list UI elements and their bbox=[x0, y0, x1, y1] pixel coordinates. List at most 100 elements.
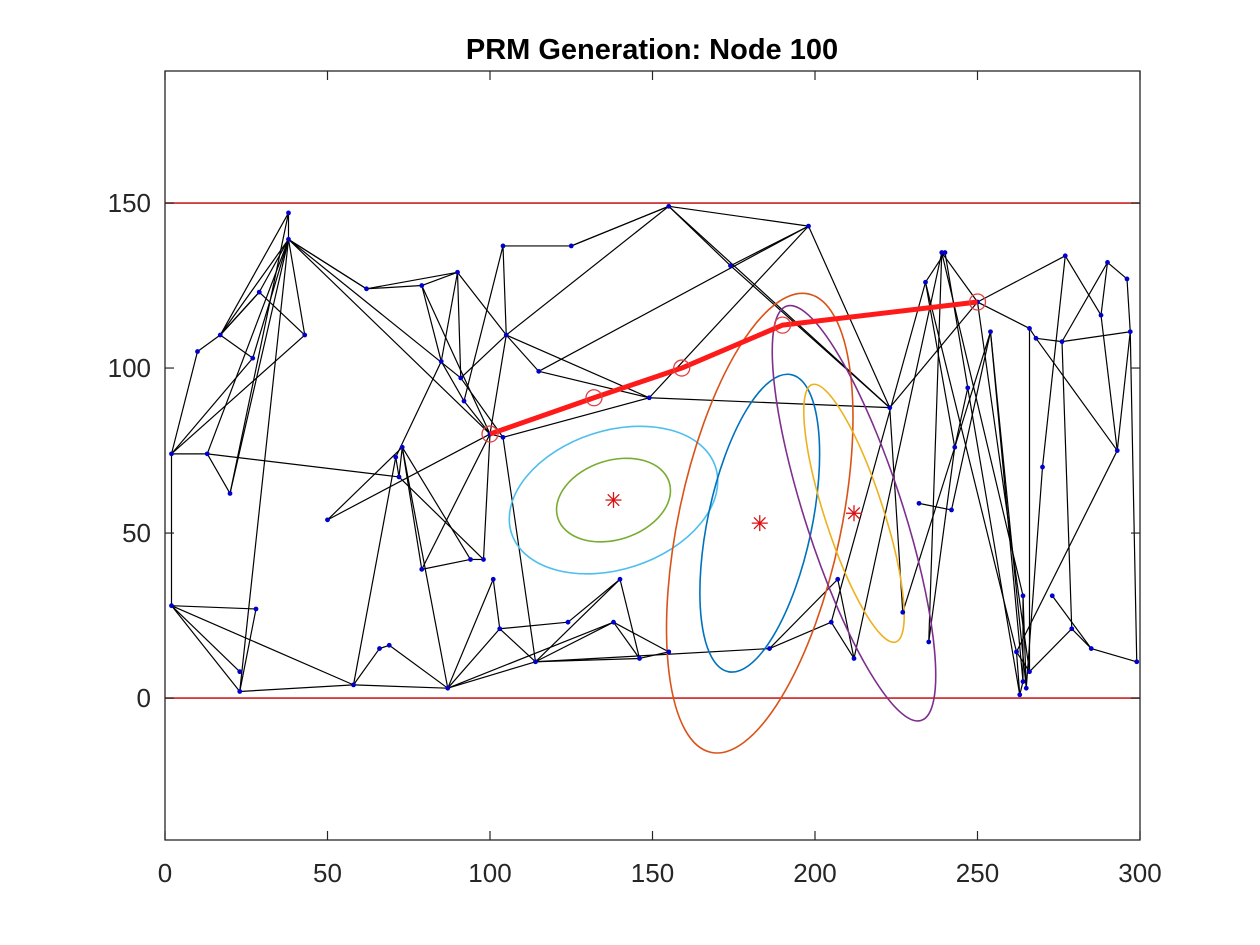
roadmap-edge bbox=[353, 648, 380, 686]
x-tick-label: 200 bbox=[793, 858, 836, 888]
roadmap-edge bbox=[567, 578, 621, 623]
roadmap-edge bbox=[1071, 628, 1092, 649]
roadmap-node bbox=[1059, 339, 1065, 345]
obstacle-ellipse bbox=[555, 457, 672, 543]
roadmap-edge bbox=[395, 361, 442, 458]
roadmap-node bbox=[1069, 626, 1075, 632]
roadmap-edge bbox=[1100, 315, 1118, 451]
roadmap-node bbox=[419, 566, 425, 572]
obstacle-ellipse bbox=[699, 373, 821, 673]
roadmap-edge bbox=[571, 205, 669, 247]
roadmap-node bbox=[396, 474, 402, 480]
roadmap-edge bbox=[401, 446, 472, 560]
roadmap-edge bbox=[1061, 341, 1073, 629]
roadmap-node bbox=[253, 606, 259, 612]
roadmap-node bbox=[828, 619, 834, 625]
roadmap-node bbox=[666, 649, 672, 655]
roadmap-edge bbox=[1129, 331, 1138, 662]
roadmap-edge bbox=[463, 400, 491, 435]
roadmap-edge bbox=[954, 331, 992, 448]
axis-ticks: 0 50 100 150 200 250 300 0 50 100 150 bbox=[108, 71, 1162, 888]
roadmap-node bbox=[490, 576, 496, 582]
obstacle-center-marker bbox=[605, 492, 622, 509]
roadmap-node bbox=[386, 642, 392, 648]
roadmap-edge bbox=[352, 457, 397, 685]
path-waypoint bbox=[673, 359, 691, 377]
roadmap-edge bbox=[492, 579, 501, 629]
roadmap-edge bbox=[1035, 337, 1063, 343]
roadmap-node bbox=[1027, 669, 1032, 675]
roadmap-edge bbox=[924, 282, 1018, 653]
marker-stroke bbox=[847, 507, 861, 520]
roadmap-node bbox=[351, 682, 356, 688]
roadmap-node bbox=[1114, 448, 1120, 453]
roadmap-node bbox=[497, 626, 503, 632]
roadmap-edge bbox=[613, 621, 640, 659]
roadmap-node bbox=[926, 639, 932, 645]
roadmap-edge bbox=[649, 397, 890, 409]
roadmap-node bbox=[565, 619, 571, 625]
roadmap-edge bbox=[668, 205, 809, 227]
roadmap-edge bbox=[206, 453, 231, 494]
path-waypoint bbox=[773, 316, 792, 334]
roadmap-edge bbox=[1061, 331, 1131, 343]
roadmap-edge bbox=[239, 239, 290, 692]
roadmap-edge bbox=[440, 272, 459, 362]
roadmap-node bbox=[500, 243, 506, 249]
x-tick-label: 0 bbox=[158, 858, 172, 888]
roadmap-edge bbox=[505, 334, 540, 372]
x-tick-label: 150 bbox=[631, 858, 674, 888]
roadmap-node bbox=[942, 250, 948, 255]
x-tick-label: 300 bbox=[1118, 858, 1161, 888]
roadmap-edge bbox=[171, 605, 257, 610]
path-waypoint bbox=[968, 293, 987, 311]
roadmap-node bbox=[923, 279, 928, 285]
roadmap-node bbox=[1017, 692, 1023, 698]
roadmap-edge bbox=[421, 285, 442, 362]
y-tick-label: 150 bbox=[108, 188, 151, 218]
roadmap-edge bbox=[928, 252, 943, 642]
roadmap-node bbox=[568, 243, 574, 249]
roadmap-node bbox=[887, 405, 893, 411]
roadmap-node bbox=[458, 375, 464, 381]
roadmap-edge bbox=[239, 608, 257, 692]
roadmap-edge bbox=[924, 252, 946, 283]
roadmap-edge bbox=[219, 291, 260, 336]
roadmap-node bbox=[1040, 464, 1045, 470]
roadmap-node bbox=[728, 263, 733, 269]
roadmap-edge bbox=[950, 331, 992, 511]
roadmap-node bbox=[455, 269, 460, 275]
roadmap-node bbox=[1020, 679, 1026, 684]
roadmap-edge bbox=[171, 605, 354, 686]
roadmap-edge bbox=[730, 225, 809, 267]
roadmap-node bbox=[286, 210, 291, 216]
roadmap-node bbox=[988, 329, 993, 335]
roadmap-edge bbox=[1126, 278, 1131, 332]
roadmap-node bbox=[445, 685, 451, 691]
roadmap-node bbox=[1023, 685, 1029, 691]
roadmap-node bbox=[217, 332, 223, 338]
y-tick-label: 0 bbox=[137, 683, 151, 713]
roadmap-edge bbox=[941, 252, 978, 303]
roadmap-node bbox=[1020, 593, 1026, 599]
roadmap-node bbox=[481, 557, 486, 562]
roadmap-edge bbox=[447, 661, 536, 689]
obstacle-3 bbox=[771, 304, 937, 722]
roadmap-edge bbox=[535, 647, 770, 663]
shortest-path bbox=[489, 299, 978, 437]
roadmap-node bbox=[227, 491, 233, 496]
roadmap-edge bbox=[482, 434, 491, 560]
roadmap-edge bbox=[207, 453, 400, 478]
roadmap-edge bbox=[219, 212, 290, 336]
roadmap-edge bbox=[440, 361, 465, 402]
roadmap-node bbox=[916, 500, 922, 506]
roadmap-edge bbox=[944, 252, 969, 388]
roadmap-node bbox=[611, 619, 616, 625]
roadmap-edge bbox=[1022, 595, 1027, 689]
roadmap-node bbox=[900, 609, 906, 615]
roadmap-node bbox=[767, 646, 772, 651]
roadmap-edge bbox=[327, 433, 491, 521]
roadmap-node bbox=[1105, 260, 1110, 265]
roadmap-edge bbox=[366, 284, 422, 290]
